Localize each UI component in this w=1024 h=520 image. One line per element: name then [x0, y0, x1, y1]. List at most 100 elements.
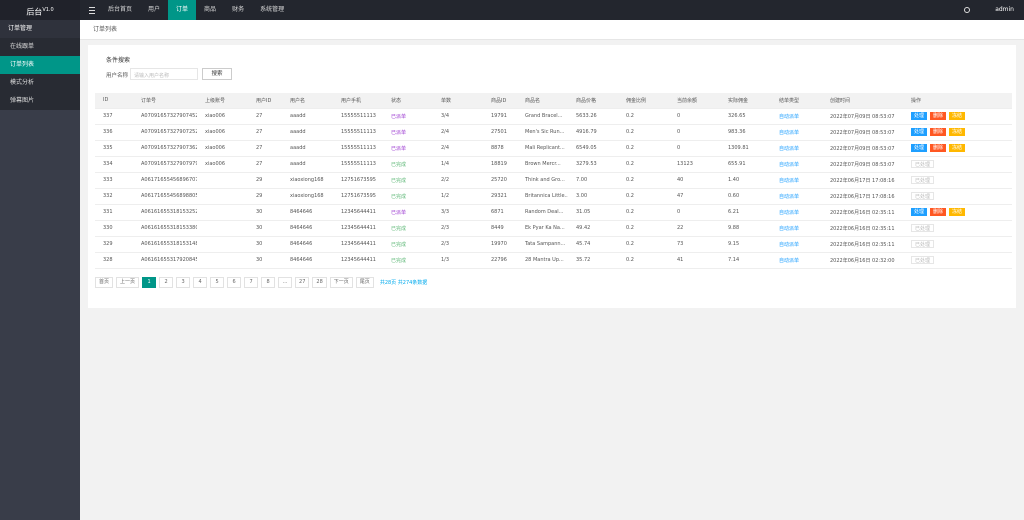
- page-button[interactable]: 5: [210, 277, 225, 288]
- sidebar-item[interactable]: 模式分析: [0, 74, 80, 92]
- sidebar-group[interactable]: 订单管理: [0, 20, 80, 38]
- nav-item[interactable]: 商品: [204, 6, 217, 13]
- table-cell: 4916.79: [568, 124, 618, 141]
- refresh-icon[interactable]: [964, 7, 970, 13]
- table-cell: 41: [669, 252, 720, 269]
- table-cell: 已完成: [383, 156, 433, 173]
- action-button[interactable]: 已处理: [911, 160, 935, 168]
- table-row: 335 A07091657327907362 xiao006 27 aaadd 15555…: [95, 140, 1012, 157]
- table-row: 333 A06171655456896707 29 xiaoxiong168 12751…: [95, 172, 1012, 189]
- table-cell: 1/3: [433, 252, 483, 269]
- table-cell: 2022年06月17日 17:08:16: [822, 188, 903, 205]
- nav-item[interactable]: 用户: [148, 6, 161, 13]
- breadcrumb: 订单列表: [80, 20, 1024, 40]
- page-button[interactable]: 尾页: [355, 277, 374, 288]
- table-cell: 0.2: [618, 156, 669, 173]
- action-button[interactable]: 处理: [911, 208, 928, 216]
- table-cell: 自动派单: [771, 220, 822, 237]
- table-cell: 13123: [669, 156, 720, 173]
- table-cell: 2022年06月16日 02:35:11: [822, 236, 903, 253]
- table-cell: 0.2: [618, 188, 669, 205]
- action-button[interactable]: 删除: [930, 144, 947, 152]
- action-button[interactable]: 已处理: [911, 256, 935, 264]
- table-cell: xiao006: [197, 124, 248, 141]
- table-cell: Grand Bracel...: [517, 108, 568, 125]
- action-button[interactable]: 已处理: [911, 224, 935, 232]
- page-button[interactable]: 27: [295, 277, 310, 288]
- table-cell: 8878: [483, 140, 517, 157]
- action-button[interactable]: 删除: [930, 128, 947, 136]
- table-cell: A06161655318153252: [133, 204, 197, 221]
- page-button[interactable]: 7: [244, 277, 259, 288]
- user-menu[interactable]: admin: [995, 6, 1014, 13]
- table-cell: [197, 252, 248, 269]
- actions-cell: 已处理: [903, 172, 1012, 189]
- page-button[interactable]: 4: [193, 277, 208, 288]
- action-button[interactable]: 冻结: [949, 144, 966, 152]
- table-cell: 0: [669, 140, 720, 157]
- table-row: 330 A06161655318153380 30 8464646 1234564441…: [95, 220, 1012, 237]
- page-button[interactable]: 6: [227, 277, 242, 288]
- sidebar-item[interactable]: 弹幕图片: [0, 92, 80, 110]
- page-button[interactable]: 首页: [95, 277, 114, 288]
- table-cell: 0: [669, 204, 720, 221]
- action-button[interactable]: 冻结: [949, 208, 966, 216]
- column-header: 用户ID: [248, 93, 282, 109]
- nav-item[interactable]: 订单: [168, 0, 197, 20]
- page-button[interactable]: 1: [142, 277, 157, 288]
- sidebar-item[interactable]: 在线跟单: [0, 38, 80, 56]
- page-button[interactable]: 下一页: [329, 277, 353, 288]
- nav-item[interactable]: 后台首页: [108, 6, 133, 13]
- table-cell: 已完成: [383, 252, 433, 269]
- table-cell: 983.36: [720, 124, 771, 141]
- action-button[interactable]: 删除: [930, 112, 947, 120]
- page-button[interactable]: 8: [261, 277, 276, 288]
- page-button[interactable]: 2: [159, 277, 174, 288]
- table-cell: 自动派单: [771, 108, 822, 125]
- page-button[interactable]: 3: [176, 277, 191, 288]
- search-button[interactable]: 搜索: [202, 68, 232, 80]
- table-cell: 自动派单: [771, 156, 822, 173]
- table-cell: 2022年06月16日 02:35:11: [822, 204, 903, 221]
- menu-toggle[interactable]: [84, 0, 100, 20]
- column-header: 订单号: [133, 93, 197, 109]
- search-input[interactable]: 请输入用户名称: [130, 68, 198, 80]
- table-cell: 2/4: [433, 140, 483, 157]
- table-cell: 22796: [483, 252, 517, 269]
- table-cell: xiaoxiong168: [282, 188, 333, 205]
- table-cell: 29321: [483, 188, 517, 205]
- table-cell: 自动派单: [771, 172, 822, 189]
- table-cell: 12345644411: [333, 252, 383, 269]
- table-cell: 40: [669, 172, 720, 189]
- column-header: 用户手机: [333, 93, 383, 109]
- action-button[interactable]: 冻结: [949, 112, 966, 120]
- table-cell: 15555511113: [333, 156, 383, 173]
- table-cell: 27: [248, 156, 282, 173]
- page-button[interactable]: 上一页: [116, 277, 140, 288]
- sidebar-item[interactable]: 订单列表: [0, 56, 80, 74]
- action-button[interactable]: 处理: [911, 144, 928, 152]
- page-button[interactable]: ...: [278, 277, 293, 288]
- page-button[interactable]: 28: [312, 277, 327, 288]
- table-cell: A06171655456898805: [133, 188, 197, 205]
- table-cell: 15555511113: [333, 140, 383, 157]
- nav-item[interactable]: 系统管理: [260, 6, 285, 13]
- table-cell: 30: [248, 236, 282, 253]
- table-cell: 1309.81: [720, 140, 771, 157]
- action-button[interactable]: 已处理: [911, 192, 935, 200]
- table-cell: 35.72: [568, 252, 618, 269]
- table-cell: Ek Pyar Ka Na...: [517, 220, 568, 237]
- table-cell: 329: [95, 236, 133, 253]
- action-button[interactable]: 冻结: [949, 128, 966, 136]
- logo: 后台V1.0: [0, 0, 80, 20]
- action-button[interactable]: 处理: [911, 128, 928, 136]
- nav-item[interactable]: 财务: [232, 6, 245, 13]
- table-cell: 2022年07月09日 08:53:07: [822, 124, 903, 141]
- table-cell: 655.91: [720, 156, 771, 173]
- action-button[interactable]: 已处理: [911, 240, 935, 248]
- action-button[interactable]: 删除: [930, 208, 947, 216]
- table-cell: 已派单: [383, 108, 433, 125]
- action-button[interactable]: 处理: [911, 112, 928, 120]
- action-button[interactable]: 已处理: [911, 176, 935, 184]
